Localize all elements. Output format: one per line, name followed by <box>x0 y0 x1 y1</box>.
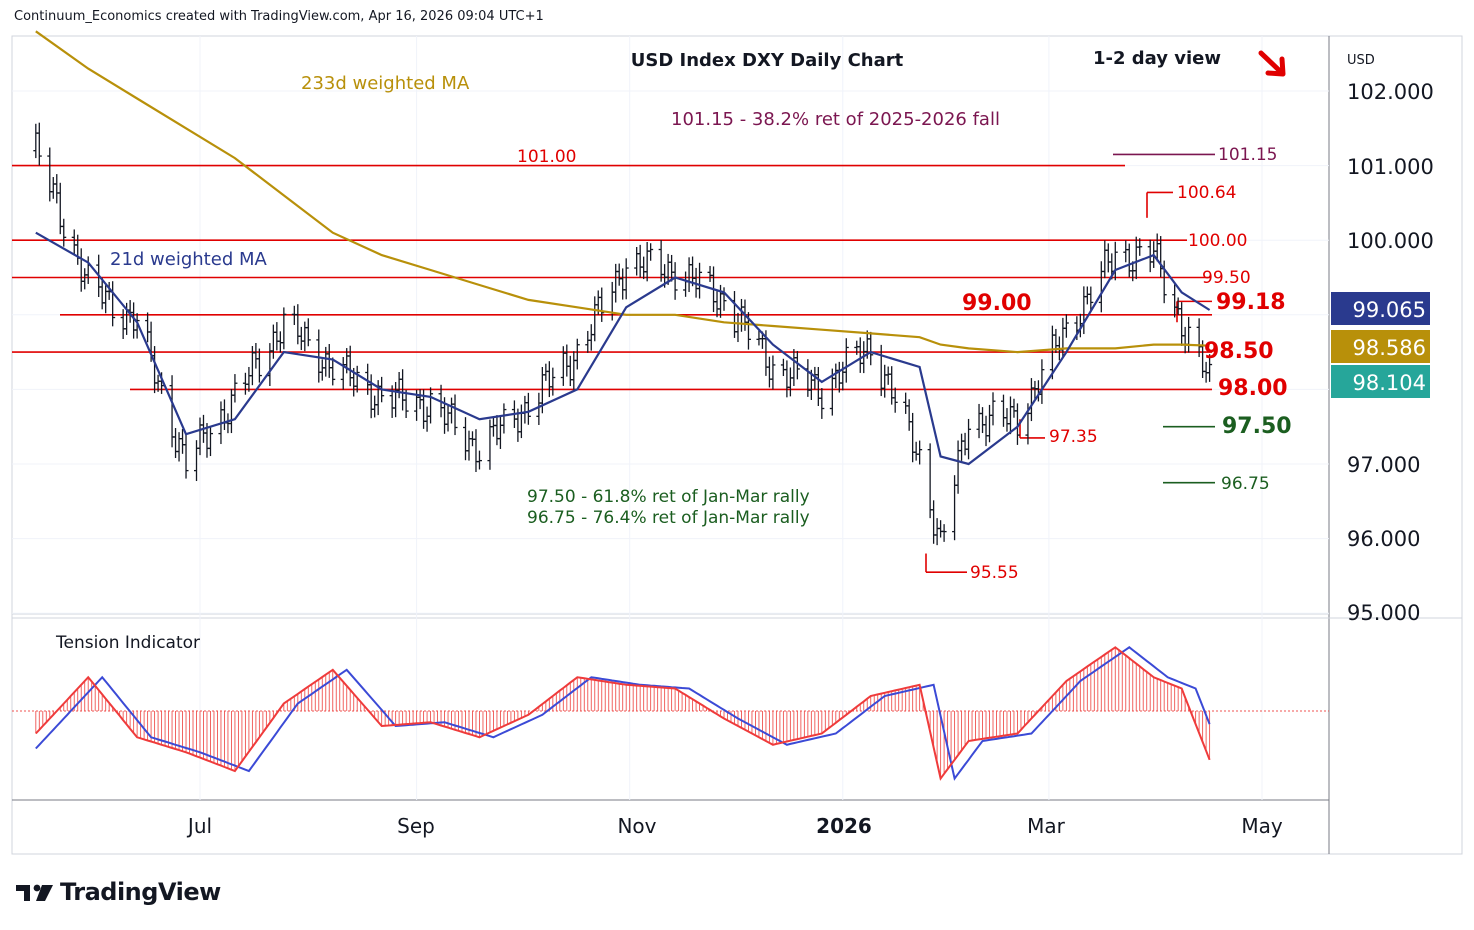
price-tick: 100.000 <box>1347 229 1434 253</box>
level-labels: 101.00 101.15 100.64 100.00 99.50 99.00 … <box>517 145 1292 583</box>
level-label: 98.50 <box>1204 339 1274 364</box>
level-label: 101.15 <box>1218 145 1277 165</box>
level-label: 97.35 <box>1049 427 1098 447</box>
price-bars <box>33 122 1213 546</box>
time-tick: Mar <box>1027 814 1066 838</box>
price-axis: USD 102.000 101.000 100.000 97.000 96.00… <box>1347 53 1434 625</box>
indicator-signal-line <box>35 646 1211 781</box>
tension-indicator <box>12 646 1329 781</box>
ma21-tag <box>1331 292 1430 325</box>
level-label: 100.00 <box>1188 231 1247 251</box>
time-tick: 2026 <box>816 814 872 838</box>
moving-averages <box>35 30 1211 466</box>
retracement-label-2: 96.75 - 76.4% ret of Jan-Mar rally <box>527 508 810 528</box>
time-tick: Sep <box>397 814 435 838</box>
level-label: 99.18 <box>1216 290 1286 315</box>
chart-title: USD Index DXY Daily Chart <box>631 50 904 71</box>
retracement-label-1: 97.50 - 61.8% ret of Jan-Mar rally <box>527 487 810 507</box>
time-axis: Jul Sep Nov 2026 Mar May <box>186 814 1283 838</box>
view-label: 1-2 day view <box>1093 48 1221 69</box>
level-label: 100.64 <box>1177 183 1236 203</box>
indicator-line <box>35 646 1211 781</box>
level-label: 97.50 <box>1222 414 1292 439</box>
time-tick: May <box>1241 814 1283 838</box>
level-label: 99.50 <box>1202 268 1251 288</box>
ma233-line <box>35 30 1210 354</box>
price-tick: 101.000 <box>1347 155 1434 179</box>
tradingview-logo[interactable]: TradingView <box>16 878 221 906</box>
down-right-arrow-icon <box>1258 50 1286 77</box>
ma21-tag-value: 99.065 <box>1353 298 1426 322</box>
level-label: 99.00 <box>962 291 1032 316</box>
time-tick: Jul <box>186 814 212 838</box>
ma233-tag-value: 98.586 <box>1353 336 1426 360</box>
close-tag <box>1331 365 1430 398</box>
price-tags: 99.065 98.586 98.104 <box>1331 292 1430 398</box>
retracement-label-top: 101.15 - 38.2% ret of 2025-2026 fall <box>671 109 1000 130</box>
tradingview-logo-icon <box>16 884 53 901</box>
chart-outer-frame <box>11 35 1463 855</box>
price-tick: 102.000 <box>1347 80 1434 104</box>
level-label: 95.55 <box>970 563 1019 583</box>
price-tick: 96.000 <box>1347 527 1420 551</box>
currency-label: USD <box>1347 53 1375 68</box>
level-label: 96.75 <box>1221 474 1270 494</box>
indicator-label: Tension Indicator <box>55 633 200 653</box>
brand-name: TradingView <box>60 878 221 906</box>
time-tick: Nov <box>617 814 656 838</box>
chart-credit: Continuum_Economics created with Trading… <box>14 9 544 24</box>
close-tag-value: 98.104 <box>1353 371 1426 395</box>
level-label: 98.00 <box>1218 376 1288 401</box>
ma233-tag <box>1331 330 1430 363</box>
price-tick: 95.000 <box>1347 601 1420 625</box>
ma21-line <box>35 231 1211 466</box>
price-tick: 97.000 <box>1347 453 1420 477</box>
level-label: 101.00 <box>517 147 576 167</box>
ma21-label: 21d weighted MA <box>110 249 267 270</box>
grid-lines <box>12 36 1329 800</box>
ma233-label: 233d weighted MA <box>301 73 470 94</box>
